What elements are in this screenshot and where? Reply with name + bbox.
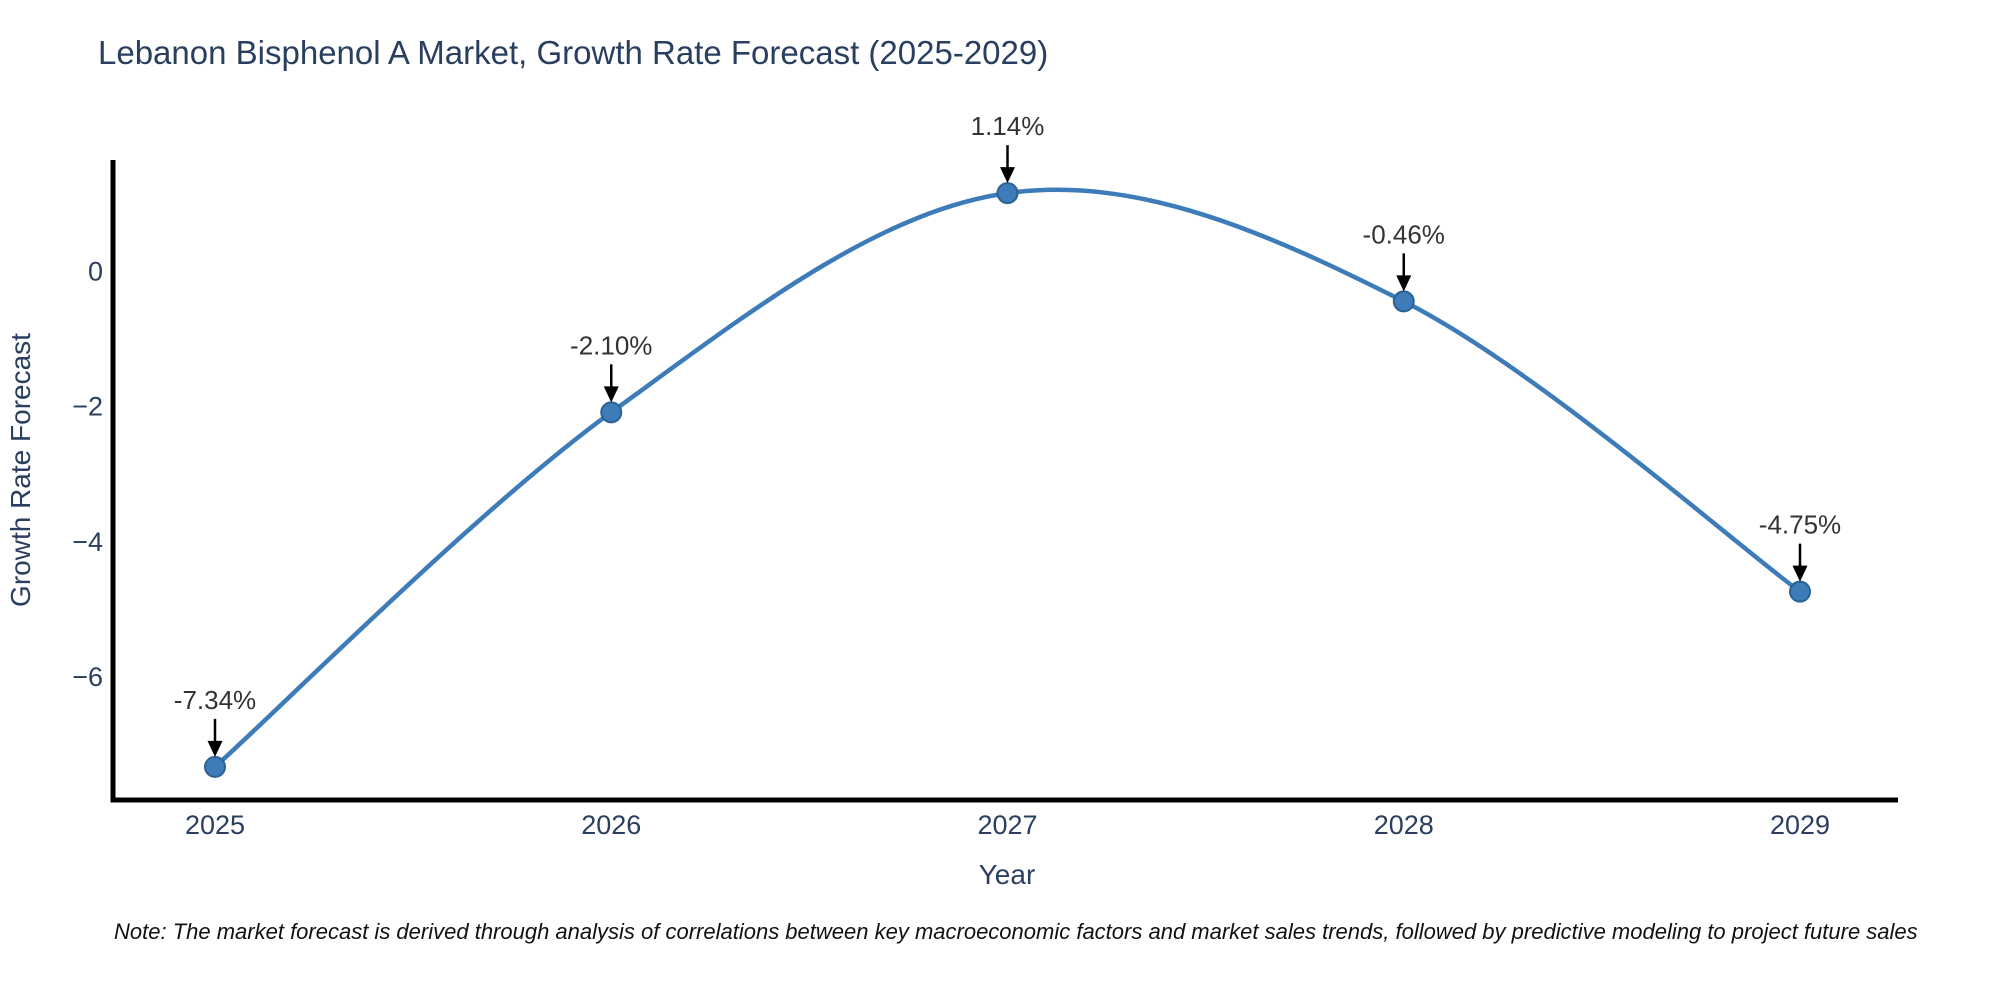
- point-annotation-label: 1.14%: [971, 111, 1045, 141]
- y-axis-title: Growth Rate Forecast: [5, 333, 36, 607]
- y-tick-label: −6: [72, 662, 103, 692]
- data-point-marker: [1789, 580, 1811, 603]
- y-tick-label: −4: [72, 527, 103, 557]
- x-tick-label: 2026: [581, 810, 641, 840]
- data-point-marker: [600, 401, 623, 424]
- x-axis-title: Year: [979, 859, 1036, 890]
- point-annotation-label: -7.34%: [174, 685, 256, 715]
- data-point-marker: [1392, 290, 1415, 313]
- annotation-arrowhead-icon: [1396, 275, 1412, 292]
- annotation-arrowhead-icon: [207, 740, 223, 757]
- y-tick-label: 0: [88, 256, 103, 286]
- point-annotation-label: -0.46%: [1363, 219, 1445, 249]
- chart-title: Lebanon Bisphenol A Market, Growth Rate …: [98, 34, 1049, 71]
- x-tick-label: 2029: [1770, 810, 1830, 840]
- x-tick-label: 2025: [185, 810, 245, 840]
- chart-note: Note: The market forecast is derived thr…: [114, 919, 1918, 944]
- annotation-arrowhead-icon: [603, 386, 619, 403]
- x-tick-label: 2027: [977, 810, 1037, 840]
- y-tick-label: −2: [72, 392, 103, 422]
- annotation-arrowhead-icon: [1000, 167, 1015, 184]
- data-point-marker: [204, 755, 226, 778]
- forecast-line: [212, 187, 1803, 770]
- x-tick-label: 2028: [1374, 810, 1434, 840]
- point-annotation-label: -2.10%: [570, 330, 652, 360]
- data-point-marker: [996, 182, 1019, 205]
- annotation-arrowhead-icon: [1792, 565, 1808, 582]
- point-annotation-label: -4.75%: [1759, 510, 1841, 540]
